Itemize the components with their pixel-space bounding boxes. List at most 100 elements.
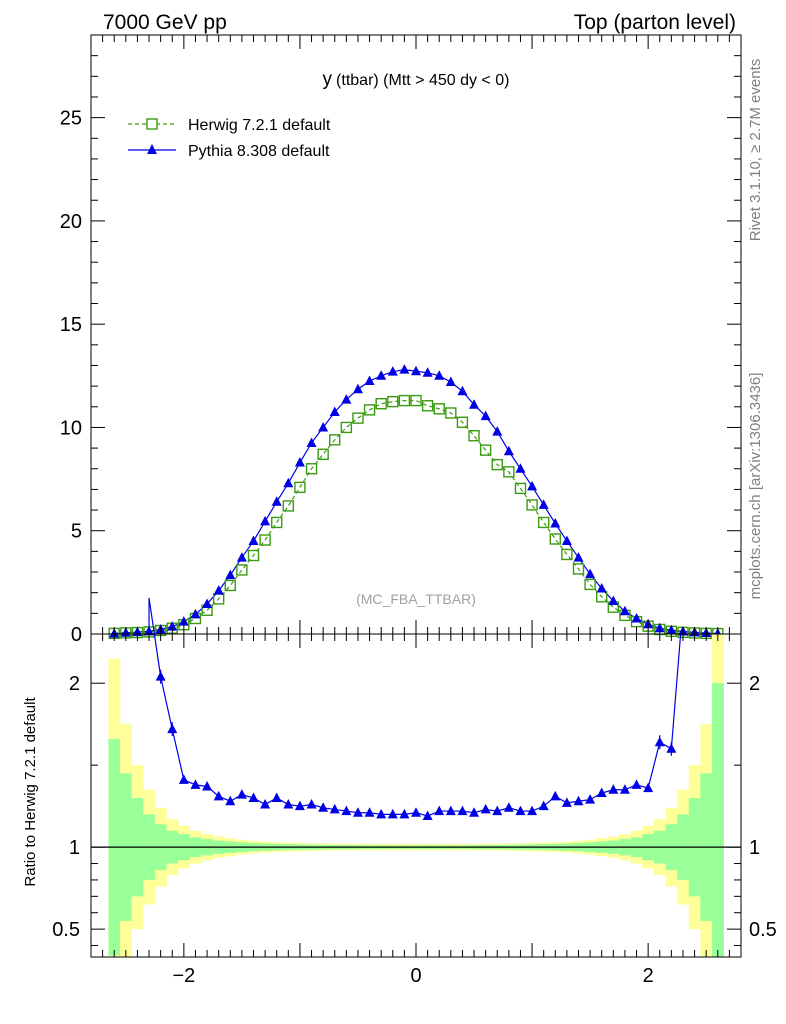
herwig-point xyxy=(526,499,538,511)
ratio-point xyxy=(573,795,584,806)
ratio-point xyxy=(399,808,410,819)
watermark: (MC_FBA_TTBAR) xyxy=(356,591,476,607)
x-tick-label: 2 xyxy=(643,965,654,987)
ratio-point xyxy=(294,800,305,811)
plot-title: y (ttbar) (Mtt > 450 dy < 0) xyxy=(323,69,510,90)
ratio-point xyxy=(306,799,317,809)
pythia-point xyxy=(480,410,491,421)
ratio-point xyxy=(631,779,642,789)
herwig-point xyxy=(514,482,527,495)
pythia-point xyxy=(585,568,596,579)
ratio-point xyxy=(457,805,468,816)
ratio-y-tick-label-right: 2 xyxy=(749,673,760,695)
ratio-point xyxy=(411,807,421,817)
ratio-point xyxy=(515,805,526,816)
herwig-point xyxy=(375,397,387,410)
herwig-point xyxy=(340,421,353,434)
herwig-point xyxy=(282,500,295,512)
pythia-point xyxy=(352,383,363,394)
pythia-point xyxy=(619,605,630,616)
herwig-point xyxy=(572,563,585,575)
herwig-point xyxy=(549,533,561,545)
ratio-point xyxy=(364,807,375,817)
pythia-point xyxy=(631,613,642,623)
ratio-ylabel: Ratio to Herwig 7.2.1 default xyxy=(22,697,39,887)
pythia-point xyxy=(561,535,572,546)
lower-panel: −2 0 2 0.5 0.5 1 1 2 2 xyxy=(52,597,777,987)
ratio-point xyxy=(283,799,294,809)
ratio-point xyxy=(666,743,677,753)
y-tick-label: 25 xyxy=(60,108,82,130)
y-tick-label: 15 xyxy=(60,314,82,336)
ratio-point xyxy=(352,807,363,817)
header-right: Top (parton level) xyxy=(574,11,736,34)
rivet-label: Rivet 3.1.10, ≥ 2.7M events xyxy=(747,59,764,242)
ratio-point xyxy=(213,790,224,801)
pythia-point xyxy=(550,517,561,528)
plot-title-main: y xyxy=(323,69,333,90)
herwig-point xyxy=(398,394,411,407)
pythia-point xyxy=(387,366,398,376)
ratio-point xyxy=(527,805,538,816)
ratio-y-tick-label-right: 0.5 xyxy=(749,919,777,941)
plot-title-rest: (ttbar) (Mtt > 450 dy < 0) xyxy=(336,72,509,89)
ratio-point xyxy=(387,808,398,819)
pythia-point xyxy=(294,457,305,467)
y-tick-label: 5 xyxy=(71,521,82,543)
ratio-point xyxy=(329,803,340,814)
herwig-point xyxy=(294,481,306,494)
y-tick-label: 10 xyxy=(60,417,82,439)
ratio-point xyxy=(480,803,491,814)
ratio-point xyxy=(561,797,572,807)
pythia-point xyxy=(364,375,375,385)
ratio-point xyxy=(445,805,456,816)
legend-pythia-marker xyxy=(147,144,157,154)
ratio-point xyxy=(155,671,166,681)
pythia-point xyxy=(341,394,352,404)
pythia-point xyxy=(538,499,549,509)
pythia-point xyxy=(445,376,456,387)
ratio-point xyxy=(619,784,630,794)
pythia-point xyxy=(167,621,178,631)
ratio-point xyxy=(318,802,329,812)
herwig-point xyxy=(445,407,457,419)
ratio-point xyxy=(260,799,271,809)
ratio-line xyxy=(148,597,682,817)
herwig-point xyxy=(271,516,283,529)
ratio-point xyxy=(469,807,480,817)
x-tick-label: 0 xyxy=(410,965,421,987)
pythia-point xyxy=(213,585,224,595)
ratio-point xyxy=(608,784,619,794)
herwig-point xyxy=(503,466,515,478)
band-green-bin xyxy=(711,683,724,957)
ratio-point xyxy=(341,805,352,816)
pythia-point xyxy=(492,426,503,436)
pythia-point xyxy=(260,515,271,526)
ratio-point xyxy=(503,802,514,812)
herwig-point xyxy=(433,403,445,415)
herwig-point xyxy=(387,395,399,408)
y-tick-label: 0 xyxy=(71,624,82,646)
herwig-point xyxy=(410,394,422,407)
herwig-point xyxy=(561,548,573,561)
herwig-point xyxy=(352,412,364,424)
herwig-point xyxy=(317,448,329,460)
lower-frame xyxy=(90,633,742,958)
ratio-y-tick-label: 2 xyxy=(69,673,80,695)
legend-herwig-label: Herwig 7.2.1 default xyxy=(188,117,331,134)
herwig-point xyxy=(584,578,596,591)
pythia-point xyxy=(225,569,236,580)
pythia-point xyxy=(573,552,584,562)
pythia-point xyxy=(376,370,387,380)
ratio-point xyxy=(492,805,503,816)
pythia-point xyxy=(469,399,480,409)
ratio-y-tick-label: 1 xyxy=(69,837,80,859)
pythia-point xyxy=(515,463,526,473)
ratio-point xyxy=(376,808,387,819)
mcplots-label: mcplots.cern.ch [arXiv:1306.3436] xyxy=(747,373,764,600)
pythia-point xyxy=(306,437,317,447)
herwig-point xyxy=(247,549,260,562)
pythia-point xyxy=(503,445,514,456)
pythia-point xyxy=(283,477,294,488)
